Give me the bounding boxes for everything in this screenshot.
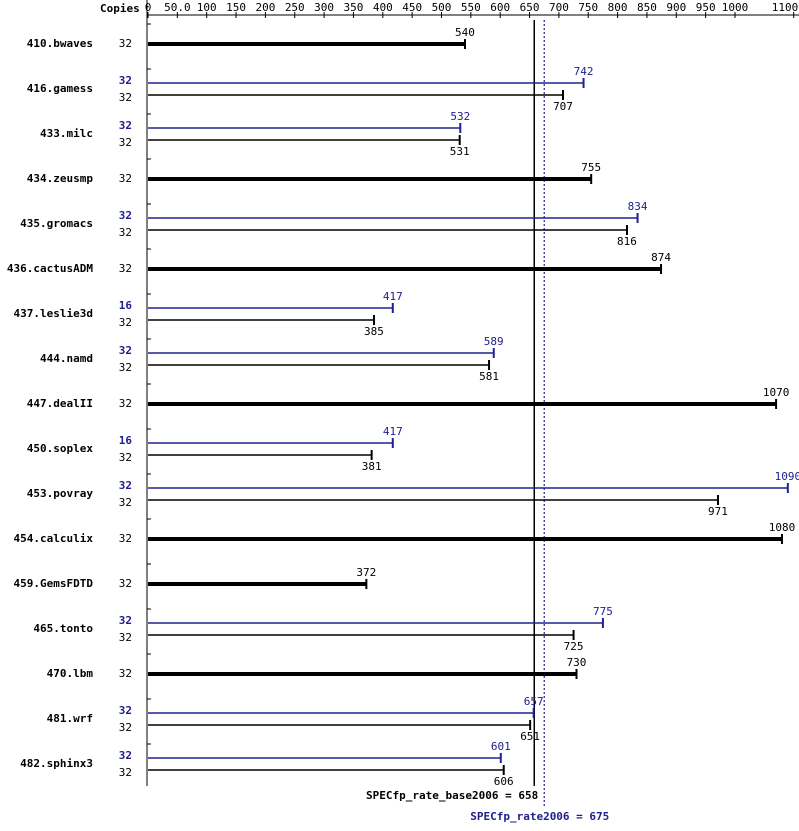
value-label: 834 xyxy=(628,200,648,213)
benchmark-name: 470.lbm xyxy=(47,667,94,680)
benchmark-name: 465.tonto xyxy=(33,622,93,635)
x-tick-label: 650 xyxy=(520,1,540,14)
base-copies: 32 xyxy=(119,316,132,329)
peak-copies: 32 xyxy=(119,614,132,627)
benchmark-name: 453.povray xyxy=(27,487,94,500)
x-tick-label: 1100 xyxy=(772,1,799,14)
axis-title: Copies xyxy=(100,2,140,15)
x-tick-label: 350 xyxy=(344,1,364,14)
value-label: 601 xyxy=(491,740,511,753)
peak-copies: 16 xyxy=(119,434,133,447)
x-tick-label: 1000 xyxy=(722,1,749,14)
peak-copies: 32 xyxy=(119,344,132,357)
value-label: 1070 xyxy=(763,386,790,399)
value-label: 742 xyxy=(574,65,594,78)
x-tick-label: 100 xyxy=(197,1,217,14)
base-copies: 32 xyxy=(119,766,132,779)
x-tick-label: 250 xyxy=(285,1,305,14)
value-label: 816 xyxy=(617,235,637,248)
benchmark-name: 450.soplex xyxy=(27,442,94,455)
x-tick-label: 450 xyxy=(402,1,422,14)
x-tick-label: 550 xyxy=(461,1,481,14)
base-copies: 32 xyxy=(119,721,132,734)
base-copies: 32 xyxy=(119,397,132,410)
benchmark-name: 454.calculix xyxy=(14,532,94,545)
value-label: 874 xyxy=(651,251,671,264)
base-copies: 32 xyxy=(119,451,132,464)
benchmark-name: 437.leslie3d xyxy=(14,307,93,320)
value-label: 372 xyxy=(356,566,376,579)
value-label: 385 xyxy=(364,325,384,338)
x-tick-label: 400 xyxy=(373,1,393,14)
value-label: 775 xyxy=(593,605,613,618)
value-label: 725 xyxy=(564,640,584,653)
value-label: 1090 xyxy=(775,470,799,483)
benchmark-name: 433.milc xyxy=(40,127,93,140)
value-label: 540 xyxy=(455,26,475,39)
x-tick-label: 750 xyxy=(578,1,598,14)
base-copies: 32 xyxy=(119,91,132,104)
value-label: 417 xyxy=(383,290,403,303)
benchmark-name: 436.cactusADM xyxy=(7,262,93,275)
base-copies: 32 xyxy=(119,172,132,185)
base-copies: 32 xyxy=(119,577,132,590)
value-label: 755 xyxy=(581,161,601,174)
value-label: 657 xyxy=(524,695,544,708)
value-label: 606 xyxy=(494,775,514,788)
value-label: 971 xyxy=(708,505,728,518)
benchmark-name: 447.dealII xyxy=(27,397,93,410)
benchmark-name: 444.namd xyxy=(40,352,93,365)
benchmark-name: 481.wrf xyxy=(47,712,93,725)
peak-copies: 16 xyxy=(119,299,133,312)
benchmark-name: 416.gamess xyxy=(27,82,93,95)
value-label: 707 xyxy=(553,100,573,113)
x-tick-label: 500 xyxy=(432,1,452,14)
peak-copies: 32 xyxy=(119,74,132,87)
x-tick-label: 850 xyxy=(637,1,657,14)
peak-copies: 32 xyxy=(119,479,132,492)
x-tick-label: 600 xyxy=(490,1,510,14)
base-copies: 32 xyxy=(119,361,132,374)
value-label: 532 xyxy=(450,110,470,123)
base-copies: 32 xyxy=(119,667,132,680)
value-label: 589 xyxy=(484,335,504,348)
x-tick-label: 200 xyxy=(255,1,275,14)
benchmark-name: 434.zeusmp xyxy=(27,172,94,185)
reference-label: SPECfp_rate2006 = 675 xyxy=(470,810,609,823)
base-copies: 32 xyxy=(119,262,132,275)
base-copies: 32 xyxy=(119,37,132,50)
base-copies: 32 xyxy=(119,631,132,644)
x-tick-label: 50.0 xyxy=(164,1,191,14)
value-label: 730 xyxy=(567,656,587,669)
reference-label: SPECfp_rate_base2006 = 658 xyxy=(366,789,538,802)
value-label: 417 xyxy=(383,425,403,438)
peak-copies: 32 xyxy=(119,704,132,717)
x-tick-label: 900 xyxy=(666,1,686,14)
benchmark-name: 482.sphinx3 xyxy=(20,757,93,770)
peak-copies: 32 xyxy=(119,749,132,762)
x-tick-label: 800 xyxy=(608,1,628,14)
base-copies: 32 xyxy=(119,532,132,545)
peak-copies: 32 xyxy=(119,119,132,132)
value-label: 581 xyxy=(479,370,499,383)
benchmark-name: 435.gromacs xyxy=(20,217,93,230)
x-tick-label: 0 xyxy=(145,1,152,14)
value-label: 531 xyxy=(450,145,470,158)
value-label: 651 xyxy=(520,730,540,743)
benchmark-name: 459.GemsFDTD xyxy=(14,577,94,590)
x-tick-label: 950 xyxy=(696,1,716,14)
base-copies: 32 xyxy=(119,136,132,149)
benchmark-name: 410.bwaves xyxy=(27,37,93,50)
value-label: 381 xyxy=(362,460,382,473)
peak-copies: 32 xyxy=(119,209,132,222)
value-label: 1080 xyxy=(769,521,796,534)
base-copies: 32 xyxy=(119,226,132,239)
base-copies: 32 xyxy=(119,496,132,509)
x-tick-label: 300 xyxy=(314,1,334,14)
x-tick-label: 700 xyxy=(549,1,569,14)
x-tick-label: 150 xyxy=(226,1,246,14)
